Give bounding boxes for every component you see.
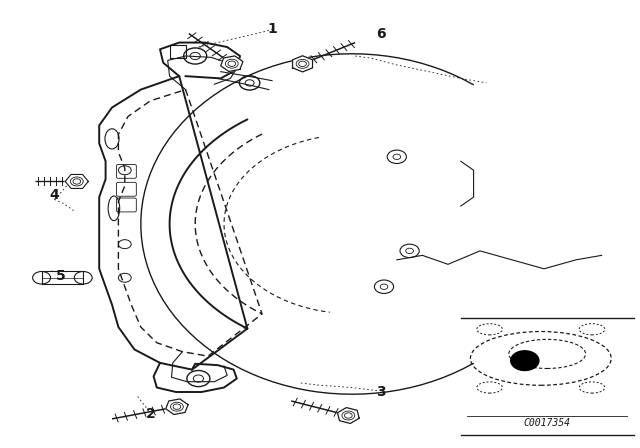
Polygon shape <box>65 174 88 189</box>
Text: 6: 6 <box>376 26 386 41</box>
Polygon shape <box>337 408 359 423</box>
Text: 1: 1 <box>267 22 277 36</box>
Text: 5: 5 <box>56 268 66 283</box>
Text: 2: 2 <box>145 407 156 422</box>
Text: 3: 3 <box>376 385 386 399</box>
Text: 4: 4 <box>49 188 60 202</box>
Text: C0017354: C0017354 <box>524 418 571 428</box>
Polygon shape <box>292 56 312 72</box>
Polygon shape <box>42 271 83 284</box>
Polygon shape <box>166 399 188 414</box>
Circle shape <box>511 351 539 370</box>
Polygon shape <box>221 56 243 72</box>
